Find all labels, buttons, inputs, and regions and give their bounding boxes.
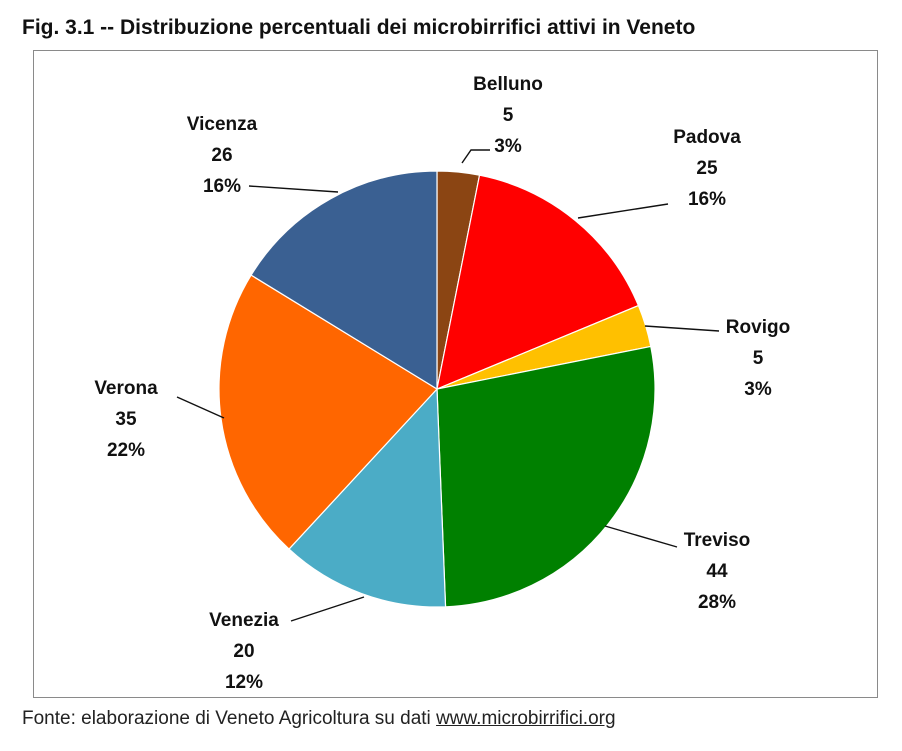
slice-label-name-treviso: Treviso [684,530,751,551]
slice-label-name-vicenza: Vicenza [187,114,258,135]
source-link[interactable]: www.microbirrifici.org [436,708,616,729]
slice-label-name-padova: Padova [673,127,741,148]
slice-label-name-venezia: Venezia [209,610,279,631]
slice-label-value-belluno: 5 [503,105,514,126]
pie-slice-treviso [436,345,656,608]
slice-label-value-vicenza: 26 [211,145,232,166]
slice-label-percent-venezia: 12% [225,672,263,693]
slice-label-name-verona: Verona [94,378,158,399]
pie-slice-vicenza [250,170,438,391]
slice-label-name-rovigo: Rovigo [726,317,790,338]
pie-slice-venezia [288,387,447,608]
slice-label-value-venezia: 20 [233,641,254,662]
leader-line-vicenza [248,185,339,193]
slice-label-name-belluno: Belluno [473,74,543,95]
leader-line-venezia [290,596,365,622]
slice-label-percent-vicenza: 16% [203,176,241,197]
leader-lines [176,149,720,622]
leader-line-belluno [461,149,490,164]
slice-label-percent-verona: 22% [107,440,145,461]
pie-slices [218,170,656,608]
slice-label-percent-treviso: 28% [698,592,736,613]
slice-label-value-treviso: 44 [706,561,728,582]
slice-label-percent-belluno: 3% [494,136,522,157]
slice-label-value-verona: 35 [115,409,137,430]
source-prefix: Fonte: elaborazione di Veneto Agricoltur… [22,708,437,729]
slice-labels: Belluno 5 3% Padova 25 16% Rovigo 5 3% Treviso 44 2… [94,74,790,693]
leader-line-rovigo [644,325,720,332]
leader-line-verona [176,396,225,419]
slice-label-percent-rovigo: 3% [744,379,772,400]
leader-line-padova [577,203,669,219]
slice-label-value-rovigo: 5 [753,348,764,369]
slice-label-percent-padova: 16% [688,189,726,210]
figure-title: Fig. 3.1 -- Distribuzione percentuali de… [22,16,696,39]
pie-slice-padova [436,174,640,390]
slice-label-value-padova: 25 [696,158,718,179]
source-note: Fonte: elaborazione di Veneto Agricoltur… [22,708,616,730]
leader-line-treviso [604,525,678,548]
pie-slice-verona [218,274,438,550]
